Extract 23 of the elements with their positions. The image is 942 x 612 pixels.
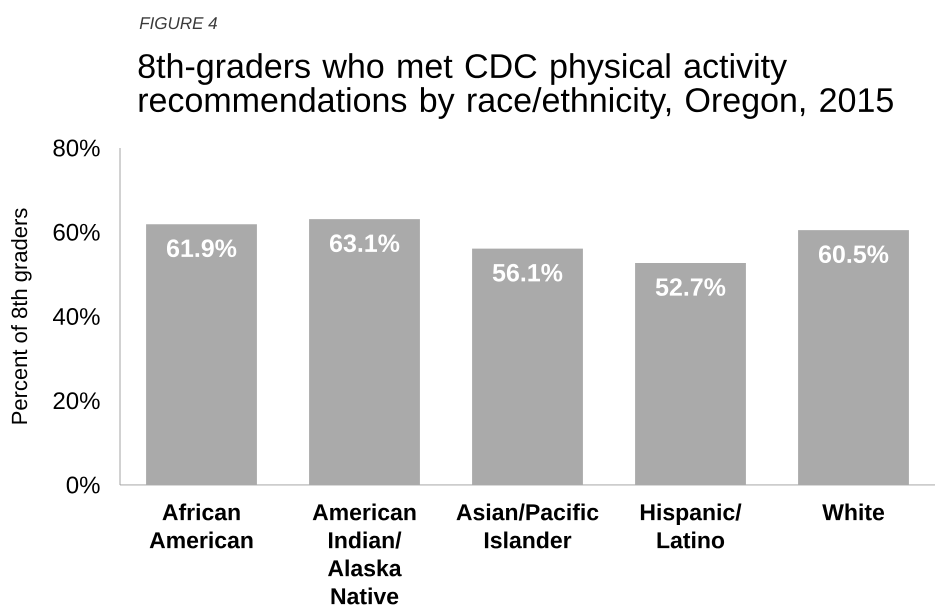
data-label: 60.5%	[818, 245, 888, 264]
y-tick-label: 20%	[54, 392, 100, 410]
data-label: 61.9%	[166, 239, 236, 258]
bar	[146, 224, 257, 485]
bar	[798, 230, 909, 485]
bar	[309, 219, 420, 485]
x-tick-label: White	[822, 504, 884, 520]
y-tick-label: 60%	[54, 224, 100, 241]
caption: FIGURE 4	[140, 17, 217, 30]
y-axis-title: Percent of 8th graders	[11, 208, 32, 424]
x-tick-label: Asian/Pacific Islander	[456, 504, 598, 548]
y-tick-label: 0%	[66, 476, 100, 494]
data-label: 56.1%	[492, 264, 562, 282]
bar	[472, 248, 583, 485]
data-label: 63.1%	[330, 234, 400, 252]
bar	[635, 262, 746, 485]
y-tick-label: 40%	[52, 308, 100, 325]
y-tick-label: 80%	[53, 140, 100, 156]
x-tick-label: Hispanic/Latino	[640, 504, 742, 548]
data-label: 52.7%	[656, 278, 726, 296]
chart-title: 8th-graders who met CDC physical activity recommendations by race/ethnicity, Oregon, 2015	[138, 53, 893, 119]
x-tick-label: American Indian/Alaska Native	[312, 504, 416, 604]
x-tick-label: African American	[150, 504, 252, 548]
